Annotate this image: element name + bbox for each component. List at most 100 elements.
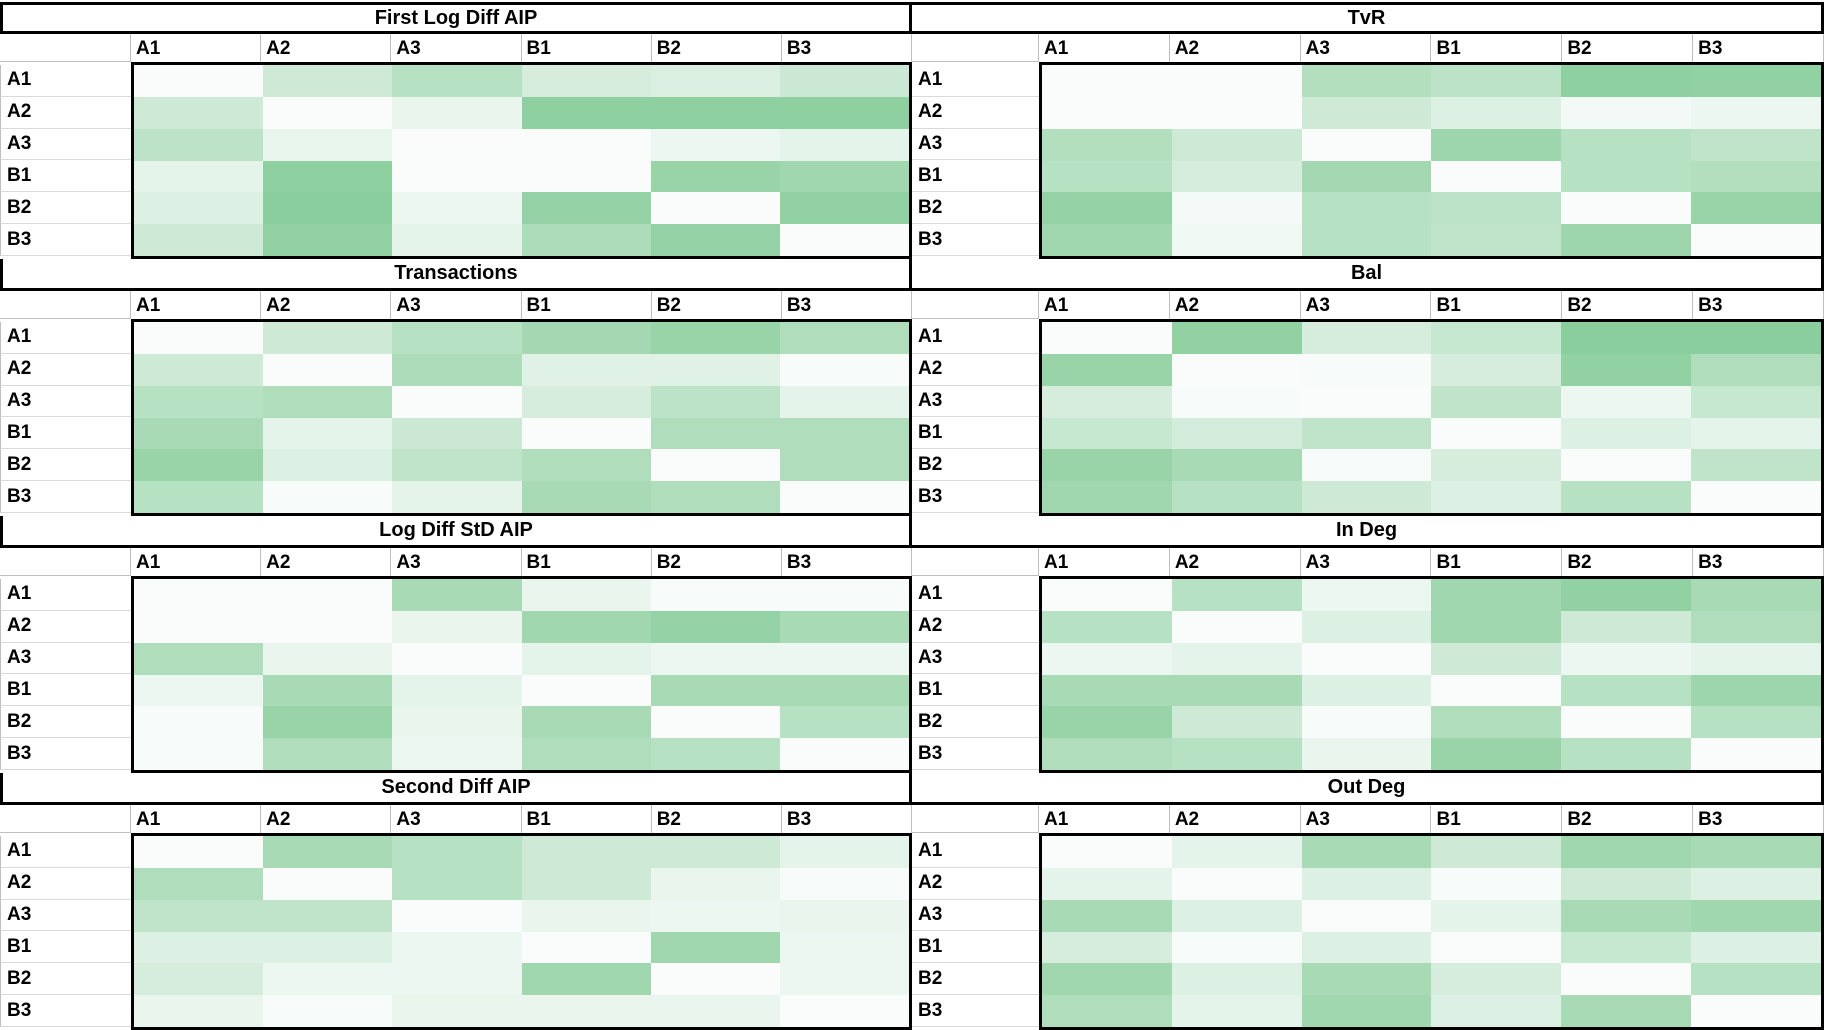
heatmap-cell-b2-b3[interactable] bbox=[1691, 706, 1821, 739]
column-header-b2[interactable]: B2 bbox=[1562, 291, 1694, 319]
heatmap-cell-b1-b3[interactable] bbox=[779, 931, 909, 964]
row-label-a2[interactable]: A2 bbox=[0, 353, 131, 386]
column-header-a1[interactable]: A1 bbox=[131, 805, 262, 833]
heatmap-cell-a2-b1[interactable] bbox=[1431, 96, 1562, 129]
heatmap-cell-b1-b2[interactable] bbox=[650, 931, 780, 964]
heatmap-cell-a3-a3[interactable] bbox=[1301, 385, 1432, 418]
heatmap-cell-b1-a2[interactable] bbox=[263, 417, 393, 450]
heatmap-cell-a1-b1[interactable] bbox=[521, 322, 651, 354]
heatmap-cell-b1-b1[interactable] bbox=[521, 160, 651, 193]
heatmap-cell-b2-b3[interactable] bbox=[779, 963, 909, 996]
panel-title-cell[interactable]: Out Deg bbox=[912, 773, 1824, 805]
heatmap-cell-b2-b2[interactable] bbox=[1561, 449, 1692, 482]
heatmap-cell-b3-a2[interactable] bbox=[1171, 481, 1302, 513]
column-header-b1[interactable]: B1 bbox=[1431, 805, 1563, 833]
heatmap-cell-a1-b2[interactable] bbox=[650, 836, 780, 868]
heatmap-cell-b1-a2[interactable] bbox=[1171, 931, 1302, 964]
column-header-b1[interactable]: B1 bbox=[522, 805, 652, 833]
heatmap-cell-b1-b1[interactable] bbox=[1431, 417, 1562, 450]
heatmap-cell-b3-b2[interactable] bbox=[1561, 481, 1692, 513]
heatmap-cell-b3-a1[interactable] bbox=[1042, 738, 1172, 770]
heatmap-cell-a3-b3[interactable] bbox=[1691, 128, 1821, 161]
heatmap-cell-a2-b3[interactable] bbox=[1691, 867, 1821, 900]
heatmap-cell-a3-a1[interactable] bbox=[1042, 128, 1172, 161]
heatmap-cell-b2-a3[interactable] bbox=[392, 706, 522, 739]
heatmap-cell-b3-a1[interactable] bbox=[134, 738, 264, 770]
heatmap-cell-a2-a2[interactable] bbox=[263, 353, 393, 386]
heatmap-cell-a2-a1[interactable] bbox=[1042, 353, 1172, 386]
column-header-b1[interactable]: B1 bbox=[1431, 291, 1563, 319]
row-label-a3[interactable]: A3 bbox=[0, 385, 131, 418]
row-label-a2[interactable]: A2 bbox=[912, 353, 1039, 386]
column-header-a1[interactable]: A1 bbox=[1039, 291, 1170, 319]
column-header-a1[interactable]: A1 bbox=[1039, 548, 1170, 576]
heatmap-cell-b1-b1[interactable] bbox=[1431, 931, 1562, 964]
heatmap-cell-a3-b1[interactable] bbox=[1431, 385, 1562, 418]
heatmap-cell-a2-a1[interactable] bbox=[134, 610, 264, 643]
row-label-b1[interactable]: B1 bbox=[0, 160, 131, 193]
column-header-b3[interactable]: B3 bbox=[1693, 291, 1824, 319]
heatmap-cell-a1-a3[interactable] bbox=[1301, 579, 1432, 611]
column-header-a3[interactable]: A3 bbox=[1301, 34, 1432, 62]
heatmap-cell-b3-b3[interactable] bbox=[1691, 481, 1821, 513]
heatmap-cell-a1-b3[interactable] bbox=[1691, 65, 1821, 97]
heatmap-cell-b2-a2[interactable] bbox=[1171, 706, 1302, 739]
heatmap-cell-a1-b1[interactable] bbox=[1431, 836, 1562, 868]
heatmap-cell-a2-b2[interactable] bbox=[1561, 610, 1692, 643]
heatmap-cell-b1-b3[interactable] bbox=[1691, 931, 1821, 964]
column-header-a1[interactable]: A1 bbox=[131, 34, 262, 62]
row-label-b1[interactable]: B1 bbox=[912, 417, 1039, 450]
heatmap-cell-a1-a3[interactable] bbox=[392, 579, 522, 611]
heatmap-cell-a3-a3[interactable] bbox=[392, 128, 522, 161]
heatmap-cell-a3-b1[interactable] bbox=[521, 128, 651, 161]
heatmap-cell-b3-b1[interactable] bbox=[521, 224, 651, 256]
heatmap-cell-b3-b2[interactable] bbox=[1561, 224, 1692, 256]
heatmap-cell-a2-a3[interactable] bbox=[392, 353, 522, 386]
heatmap-cell-a3-b2[interactable] bbox=[1561, 385, 1692, 418]
column-header-a1[interactable]: A1 bbox=[131, 291, 262, 319]
heatmap-cell-b3-a2[interactable] bbox=[1171, 995, 1302, 1027]
panel-title-cell[interactable]: Log Diff StD AIP bbox=[0, 516, 912, 548]
heatmap-cell-b2-b3[interactable] bbox=[1691, 449, 1821, 482]
heatmap-cell-b1-a3[interactable] bbox=[392, 417, 522, 450]
heatmap-cell-a2-b3[interactable] bbox=[779, 610, 909, 643]
heatmap-cell-a2-b1[interactable] bbox=[1431, 610, 1562, 643]
heatmap-cell-b1-a1[interactable] bbox=[134, 417, 264, 450]
heatmap-cell-b2-a2[interactable] bbox=[263, 449, 393, 482]
heatmap-cell-a3-a3[interactable] bbox=[392, 899, 522, 932]
row-label-a1[interactable]: A1 bbox=[912, 322, 1039, 354]
heatmap-cell-b2-a1[interactable] bbox=[134, 963, 264, 996]
heatmap-cell-a3-b3[interactable] bbox=[779, 128, 909, 161]
column-header-a3[interactable]: A3 bbox=[391, 805, 522, 833]
heatmap-cell-b1-b3[interactable] bbox=[779, 160, 909, 193]
row-label-a2[interactable]: A2 bbox=[0, 96, 131, 129]
row-label-b3[interactable]: B3 bbox=[912, 224, 1039, 256]
heatmap-cell-a3-b2[interactable] bbox=[1561, 128, 1692, 161]
heatmap-cell-b2-b1[interactable] bbox=[1431, 449, 1562, 482]
column-header-a2[interactable]: A2 bbox=[1170, 805, 1301, 833]
column-header-a1[interactable]: A1 bbox=[1039, 34, 1170, 62]
heatmap-cell-a3-b3[interactable] bbox=[1691, 899, 1821, 932]
row-label-b3[interactable]: B3 bbox=[912, 738, 1039, 770]
heatmap-cell-b1-a3[interactable] bbox=[1301, 931, 1432, 964]
heatmap-cell-a3-b3[interactable] bbox=[1691, 385, 1821, 418]
row-label-a1[interactable]: A1 bbox=[912, 579, 1039, 611]
row-label-b1[interactable]: B1 bbox=[0, 931, 131, 964]
heatmap-cell-a1-b3[interactable] bbox=[779, 322, 909, 354]
heatmap-cell-b2-b1[interactable] bbox=[521, 192, 651, 225]
heatmap-cell-a3-b3[interactable] bbox=[779, 642, 909, 675]
row-label-b3[interactable]: B3 bbox=[0, 995, 131, 1027]
heatmap-cell-b3-b1[interactable] bbox=[1431, 738, 1562, 770]
column-header-a1[interactable]: A1 bbox=[1039, 805, 1170, 833]
heatmap-cell-b1-b3[interactable] bbox=[779, 417, 909, 450]
heatmap-cell-b2-b1[interactable] bbox=[1431, 192, 1562, 225]
heatmap-cell-b3-b2[interactable] bbox=[650, 738, 780, 770]
heatmap-cell-a1-b2[interactable] bbox=[1561, 322, 1692, 354]
heatmap-cell-b2-b3[interactable] bbox=[1691, 963, 1821, 996]
heatmap-cell-b2-b3[interactable] bbox=[779, 192, 909, 225]
heatmap-cell-b2-b2[interactable] bbox=[1561, 706, 1692, 739]
heatmap-cell-b1-b1[interactable] bbox=[521, 674, 651, 707]
heatmap-cell-a3-b1[interactable] bbox=[1431, 642, 1562, 675]
corner-cell[interactable] bbox=[912, 291, 1039, 319]
heatmap-cell-a1-b1[interactable] bbox=[1431, 579, 1562, 611]
